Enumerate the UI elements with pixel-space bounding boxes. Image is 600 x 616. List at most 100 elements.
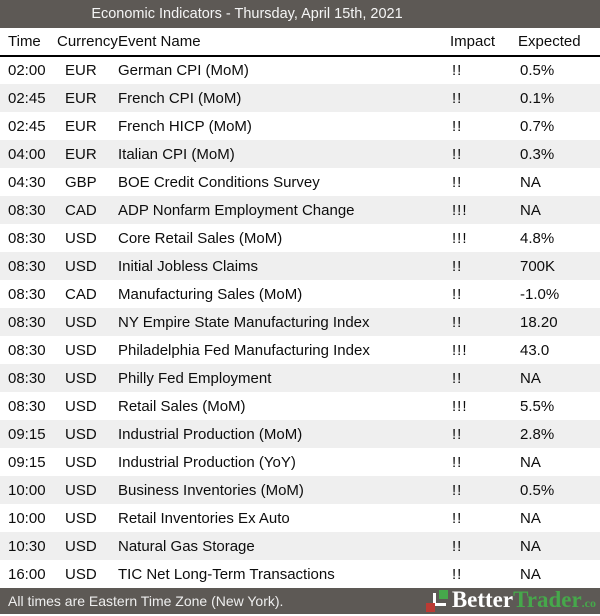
bettertrader-logo[interactable]: BetterTrader.co (425, 586, 596, 614)
expected-cell: 0.7% (520, 117, 555, 135)
impact-cell: !! (452, 509, 463, 527)
column-header-event: Event Name (118, 28, 450, 56)
currency-cell: CAD (65, 285, 97, 303)
currency-cell: USD (65, 257, 97, 275)
table-row: 09:15 USD Industrial Production (YoY) !!… (0, 448, 600, 476)
table-row: 08:30 USD Retail Sales (MoM) !!! 5.5% (0, 392, 600, 420)
expected-cell: 5.5% (520, 397, 555, 415)
currency-cell: GBP (65, 173, 97, 191)
expected-cell: NA (520, 509, 541, 527)
currency-cell: EUR (65, 62, 97, 79)
event-name-cell: Retail Inventories Ex Auto (118, 509, 290, 527)
time-cell: 10:30 (8, 537, 46, 555)
expected-cell: NA (520, 201, 541, 219)
page-title: Economic Indicators - Thursday, April 15… (91, 6, 403, 22)
expected-cell: 0.3% (520, 145, 555, 163)
event-name-cell: Industrial Production (MoM) (118, 425, 303, 443)
table-row: 08:30 CAD ADP Nonfarm Employment Change … (0, 196, 600, 224)
event-name-cell: Retail Sales (MoM) (118, 397, 246, 415)
time-cell: 08:30 (8, 397, 46, 415)
time-cell: 08:30 (8, 257, 46, 275)
table-row: 08:30 USD Philly Fed Employment !! NA (0, 364, 600, 392)
brand-trader: Trader (513, 586, 582, 612)
impact-cell: !! (452, 89, 463, 107)
time-cell: 16:00 (8, 565, 46, 583)
event-name-cell: French CPI (MoM) (118, 89, 242, 107)
impact-cell: !! (452, 453, 463, 471)
impact-cell: !! (452, 117, 463, 135)
expected-cell: NA (520, 537, 541, 555)
currency-cell: USD (65, 537, 97, 555)
event-name-cell: German CPI (MoM) (118, 62, 249, 79)
event-name-cell: NY Empire State Manufacturing Index (118, 313, 370, 331)
table-row: 02:00 EUR German CPI (MoM) !! 0.5% (0, 56, 600, 84)
expected-cell: 18.20 (520, 313, 558, 331)
table-row: 10:00 USD Business Inventories (MoM) !! … (0, 476, 600, 504)
impact-cell: !!! (452, 341, 468, 359)
event-name-cell: French HICP (MoM) (118, 117, 252, 135)
time-cell: 08:30 (8, 313, 46, 331)
event-name-cell: Italian CPI (MoM) (118, 145, 235, 163)
table-body: 02:00 EUR German CPI (MoM) !! 0.5% 02:45… (0, 56, 600, 588)
expected-cell: 2.8% (520, 425, 555, 443)
event-name-cell: Business Inventories (MoM) (118, 481, 304, 499)
table-row: 08:30 USD Initial Jobless Claims !! 700K (0, 252, 600, 280)
column-header-expected: Expected (518, 28, 600, 56)
expected-cell: NA (520, 173, 541, 191)
impact-cell: !! (452, 537, 463, 555)
currency-cell: USD (65, 341, 97, 359)
impact-cell: !! (452, 285, 463, 303)
time-cell: 08:30 (8, 341, 46, 359)
table-row: 08:30 USD Core Retail Sales (MoM) !!! 4.… (0, 224, 600, 252)
impact-cell: !! (452, 369, 463, 387)
timezone-note: All times are Eastern Time Zone (New Yor… (8, 593, 284, 609)
impact-cell: !!! (452, 397, 468, 415)
currency-cell: CAD (65, 201, 97, 219)
impact-cell: !!! (452, 229, 468, 247)
table-row: 10:00 USD Retail Inventories Ex Auto !! … (0, 504, 600, 532)
time-cell: 09:15 (8, 425, 46, 443)
time-cell: 08:30 (8, 229, 46, 247)
impact-cell: !! (452, 481, 463, 499)
title-bar: Economic Indicators - Thursday, April 15… (0, 0, 600, 28)
currency-cell: USD (65, 229, 97, 247)
time-cell: 02:45 (8, 89, 46, 107)
time-cell: 04:30 (8, 173, 46, 191)
table-row: 09:15 USD Industrial Production (MoM) !!… (0, 420, 600, 448)
impact-cell: !! (452, 425, 463, 443)
expected-cell: NA (520, 565, 541, 583)
time-cell: 04:00 (8, 145, 46, 163)
currency-cell: EUR (65, 89, 97, 107)
impact-cell: !! (452, 173, 463, 191)
table-row: 04:00 EUR Italian CPI (MoM) !! 0.3% (0, 140, 600, 168)
table-header: Time Currency Event Name Impact Expected (0, 28, 600, 56)
impact-cell: !! (452, 62, 463, 79)
currency-cell: USD (65, 313, 97, 331)
table-row: 16:00 USD TIC Net Long-Term Transactions… (0, 560, 600, 588)
table-row: 08:30 CAD Manufacturing Sales (MoM) !! -… (0, 280, 600, 308)
economic-indicators-table: Time Currency Event Name Impact Expected… (0, 28, 600, 588)
brand-text: BetterTrader.co (452, 586, 596, 614)
expected-cell: 0.5% (520, 62, 555, 79)
impact-cell: !! (452, 565, 463, 583)
event-name-cell: Manufacturing Sales (MoM) (118, 285, 303, 303)
currency-cell: USD (65, 425, 97, 443)
time-cell: 08:30 (8, 201, 46, 219)
time-cell: 09:15 (8, 453, 46, 471)
event-name-cell: Philadelphia Fed Manufacturing Index (118, 341, 370, 359)
impact-cell: !! (452, 145, 463, 163)
time-cell: 10:00 (8, 481, 46, 499)
time-cell: 02:00 (8, 62, 46, 79)
currency-cell: USD (65, 397, 97, 415)
table-row: 08:30 USD Philadelphia Fed Manufacturing… (0, 336, 600, 364)
currency-cell: USD (65, 481, 97, 499)
event-name-cell: Core Retail Sales (MoM) (118, 229, 283, 247)
impact-cell: !!! (452, 201, 468, 219)
column-header-time: Time (0, 28, 57, 56)
currency-cell: EUR (65, 117, 97, 135)
event-name-cell: Natural Gas Storage (118, 537, 255, 555)
table-row: 02:45 EUR French CPI (MoM) !! 0.1% (0, 84, 600, 112)
column-header-currency: Currency (57, 28, 118, 56)
table-row: 02:45 EUR French HICP (MoM) !! 0.7% (0, 112, 600, 140)
event-name-cell: Initial Jobless Claims (118, 257, 259, 275)
